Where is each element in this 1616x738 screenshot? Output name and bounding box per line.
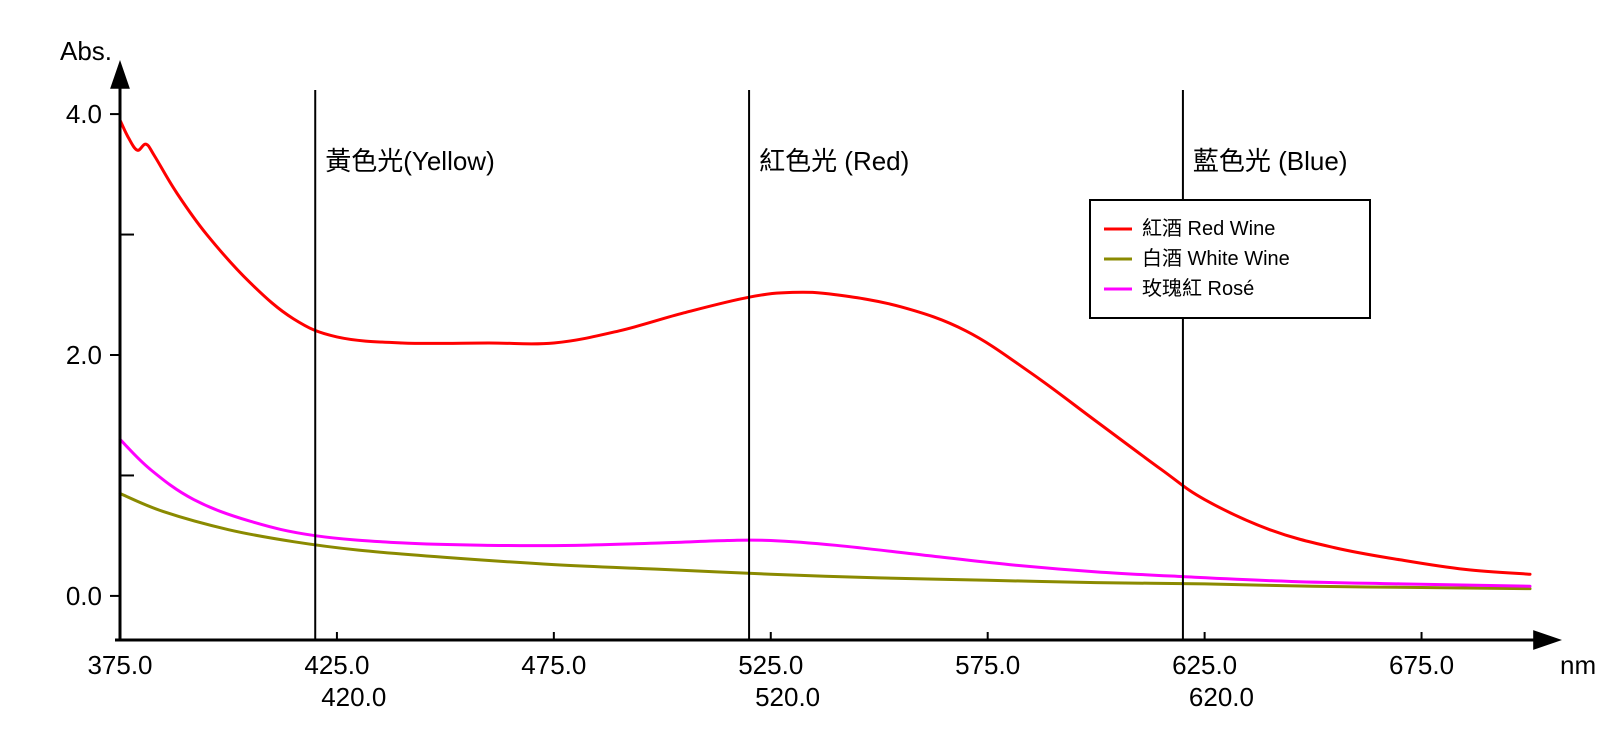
legend-label-0: 紅酒 Red Wine bbox=[1142, 217, 1275, 240]
x-tick-label-4: 575.0 bbox=[955, 650, 1020, 680]
ref-vline-label-top-2: 藍色光 (Blue) bbox=[1193, 146, 1348, 176]
ref-vline-label-bottom-2: 620.0 bbox=[1189, 682, 1254, 712]
chart-container: 黃色光(Yellow) 420.0 紅色光 (Red) 520.0 藍色光 (Blue)… bbox=[0, 0, 1616, 738]
y-tick-label-0: 0.0 bbox=[66, 581, 102, 611]
x-tick-label-2: 475.0 bbox=[521, 650, 586, 680]
ref-vline-label-bottom-1: 520.0 bbox=[755, 682, 820, 712]
ref-vline-label-top-0: 黃色光(Yellow) bbox=[325, 146, 495, 176]
legend-label-1: 白酒 White Wine bbox=[1142, 247, 1290, 270]
y-tick-label-1: 2.0 bbox=[66, 340, 102, 370]
chart-bg bbox=[0, 0, 1616, 738]
x-tick-label-0: 375.0 bbox=[87, 650, 152, 680]
legend-label-2: 玫瑰紅 Rosé bbox=[1142, 277, 1254, 300]
x-tick-label-5: 625.0 bbox=[1172, 650, 1237, 680]
x-tick-label-6: 675.0 bbox=[1389, 650, 1454, 680]
x-tick-label-3: 525.0 bbox=[738, 650, 803, 680]
ref-vline-label-bottom-0: 420.0 bbox=[321, 682, 386, 712]
ref-vline-label-top-1: 紅色光 (Red) bbox=[759, 146, 909, 176]
absorbance-spectrum-chart: 黃色光(Yellow) 420.0 紅色光 (Red) 520.0 藍色光 (Blue)… bbox=[0, 0, 1616, 738]
y-axis-label: Abs. bbox=[60, 36, 112, 66]
y-tick-label-2: 4.0 bbox=[66, 99, 102, 129]
x-axis-label: nm bbox=[1560, 650, 1596, 680]
x-tick-label-1: 425.0 bbox=[304, 650, 369, 680]
